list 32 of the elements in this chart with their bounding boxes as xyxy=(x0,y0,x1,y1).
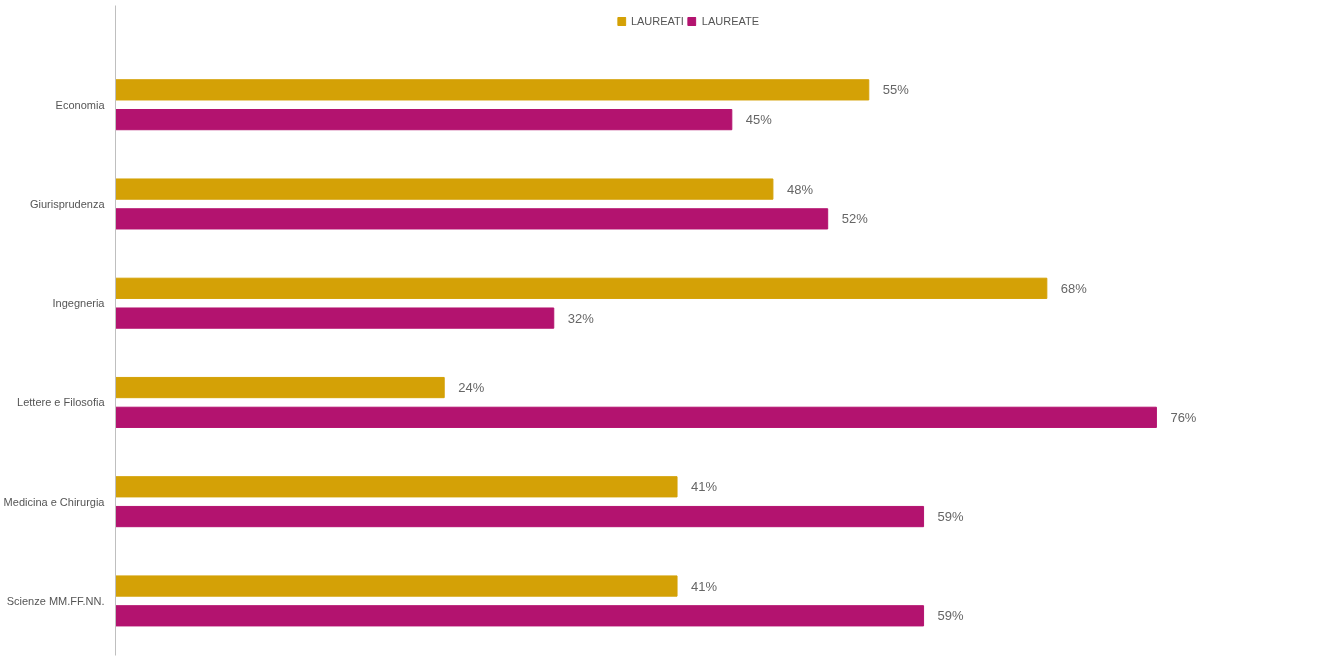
y-tick-label: Lettere e Filosofia xyxy=(17,396,106,409)
bar xyxy=(115,208,829,230)
y-tick-label: Economia xyxy=(55,98,106,111)
data-label: 24% xyxy=(458,380,485,396)
bar xyxy=(115,109,733,131)
y-tick-label: Medicina e Chirurgia xyxy=(3,495,106,508)
bar xyxy=(115,79,870,101)
bar xyxy=(115,605,925,627)
y-tick-label: Scienze MM.FF.NN. xyxy=(6,594,105,607)
data-label: 45% xyxy=(745,112,773,128)
data-label: 41% xyxy=(691,479,718,495)
y-tick-label: Giurisprudenza xyxy=(29,197,106,210)
legend-label: LAUREATI xyxy=(630,15,684,27)
data-label: 59% xyxy=(937,608,965,624)
bar xyxy=(115,476,678,498)
bar xyxy=(115,376,445,399)
data-label: 48% xyxy=(786,181,814,197)
bar xyxy=(115,406,1157,428)
data-label: 59% xyxy=(937,509,965,525)
legend-label: LAUREATE xyxy=(701,15,760,27)
bar xyxy=(115,575,678,597)
data-label: 76% xyxy=(1170,409,1197,425)
data-label: 52% xyxy=(841,211,869,227)
data-label: 55% xyxy=(882,82,910,98)
data-label: 32% xyxy=(567,310,595,326)
bar xyxy=(115,505,925,528)
data-label: 41% xyxy=(691,578,718,594)
bar xyxy=(115,277,1048,299)
y-tick-label: Ingegneria xyxy=(52,297,106,310)
bar xyxy=(115,178,774,200)
bar xyxy=(115,307,555,329)
data-label: 68% xyxy=(1060,280,1088,296)
